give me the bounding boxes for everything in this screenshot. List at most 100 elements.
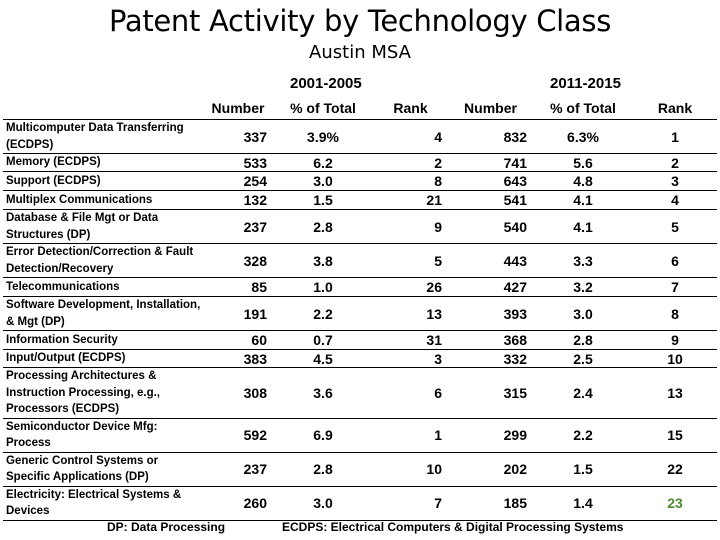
table-cell-percent-2011: 2.8 [533, 330, 633, 350]
table-cell-class: Multiplex Communications [3, 190, 203, 210]
table-cell-class: Software Development, Installation, & Mg… [3, 296, 203, 331]
table-row: Information Security 60 0.7 31 368 2.8 9 [3, 330, 717, 350]
table-cell-number-2001: 328 [203, 243, 273, 278]
table-cell-rank-2001: 1 [373, 418, 448, 453]
table-cell-number-2001: 85 [203, 277, 273, 297]
column-header-rank-2011: Rank [633, 97, 717, 120]
table-cell-rank-2011: 5 [633, 209, 717, 244]
table-cell-percent-2001: 6.2 [273, 153, 373, 172]
table-row: Software Development, Installation, & Mg… [3, 296, 717, 331]
footnote-dp: DP: Data Processing [107, 520, 226, 534]
table-cell-number-2011: 832 [448, 119, 533, 154]
table-row: Semiconductor Device Mfg: Process 592 6.9 1… [3, 418, 717, 453]
table-cell-class: Support (ECDPS) [3, 171, 203, 191]
table-cell-percent-2011: 3.2 [533, 277, 633, 297]
table-cell-rank-2001: 5 [373, 243, 448, 278]
table-cell-number-2011: 540 [448, 209, 533, 244]
table-cell-percent-2001: 3.0 [273, 171, 373, 191]
table-row: Database & File Mgt or Data Structures (… [3, 209, 717, 244]
patent-table: Number % of Total Rank Number % of Total… [3, 97, 717, 521]
table-cell-rank-2001: 2 [373, 153, 448, 172]
table-cell-class: Semiconductor Device Mfg: Process [3, 418, 203, 453]
table-row: Multicomputer Data Transferring (ECDPS) 3… [3, 119, 717, 154]
column-header-number-2011: Number [448, 97, 533, 120]
table-cell-number-2001: 592 [203, 418, 273, 453]
column-header-percent-2011: % of Total [533, 97, 633, 120]
table-cell-rank-2011: 3 [633, 171, 717, 191]
table-cell-rank-2011: 15 [633, 418, 717, 453]
table-cell-class: Input/Output (ECDPS) [3, 349, 203, 368]
table-cell-class: Information Security [3, 330, 203, 350]
table-cell-number-2001: 308 [203, 367, 273, 419]
table-cell-number-2001: 191 [203, 296, 273, 331]
table-cell-rank-2011: 9 [633, 330, 717, 350]
table-cell-percent-2001: 2.8 [273, 452, 373, 487]
table-cell-class: Generic Control Systems or Specific Appl… [3, 452, 203, 487]
table-cell-rank-2001: 8 [373, 171, 448, 191]
table-row: Generic Control Systems or Specific Appl… [3, 452, 717, 487]
table-cell-number-2011: 741 [448, 153, 533, 172]
table-cell-rank-2001: 6 [373, 367, 448, 419]
table-cell-percent-2001: 4.5 [273, 349, 373, 368]
table-cell-class: Processing Architectures & Instruction P… [3, 367, 203, 419]
table-cell-number-2001: 337 [203, 119, 273, 154]
column-header-percent-2001: % of Total [273, 97, 373, 120]
table-cell-rank-2011: 4 [633, 190, 717, 210]
table-cell-class: Telecommunications [3, 277, 203, 297]
table-cell-number-2011: 443 [448, 243, 533, 278]
table-cell-rank-2001: 4 [373, 119, 448, 154]
table-cell-class: Electricity: Electrical Systems & Device… [3, 486, 203, 521]
table-cell-percent-2011: 6.3% [533, 119, 633, 154]
table-cell-rank-2011: 8 [633, 296, 717, 331]
column-header-row: Number % of Total Rank Number % of Total… [3, 97, 717, 120]
table-cell-number-2001: 237 [203, 452, 273, 487]
table-cell-rank-2011: 7 [633, 277, 717, 297]
table-body: Multicomputer Data Transferring (ECDPS) 3… [3, 119, 717, 521]
table-row: Telecommunications 85 1.0 26 427 3.2 7 [3, 277, 717, 297]
table-cell-number-2011: 643 [448, 171, 533, 191]
table-cell-rank-2001: 21 [373, 190, 448, 210]
table-cell-number-2011: 299 [448, 418, 533, 453]
table-cell-class: Error Detection/Correction & Fault Detec… [3, 243, 203, 278]
table-row: Memory (ECDPS) 533 6.2 2 741 5.6 2 [3, 153, 717, 172]
table-cell-number-2011: 368 [448, 330, 533, 350]
table-row: Processing Architectures & Instruction P… [3, 367, 717, 419]
table-cell-rank-2011: 23 [633, 486, 717, 521]
table-cell-percent-2001: 3.8 [273, 243, 373, 278]
column-header-class [3, 97, 203, 120]
table-cell-percent-2011: 4.1 [533, 209, 633, 244]
table-cell-rank-2011: 10 [633, 349, 717, 368]
table-cell-number-2011: 393 [448, 296, 533, 331]
table-cell-rank-2011: 22 [633, 452, 717, 487]
table-cell-number-2011: 332 [448, 349, 533, 368]
table-cell-rank-2001: 13 [373, 296, 448, 331]
table-cell-number-2001: 132 [203, 190, 273, 210]
table-cell-rank-2011: 2 [633, 153, 717, 172]
table-cell-rank-2001: 10 [373, 452, 448, 487]
table-cell-class: Memory (ECDPS) [3, 153, 203, 172]
table-cell-rank-2001: 3 [373, 349, 448, 368]
table-cell-percent-2011: 2.4 [533, 367, 633, 419]
table-cell-number-2011: 427 [448, 277, 533, 297]
column-header-number-2001: Number [203, 97, 273, 120]
table-cell-number-2011: 202 [448, 452, 533, 487]
period-header-2001-2005: 2001-2005 [290, 75, 362, 92]
table-cell-number-2001: 383 [203, 349, 273, 368]
table-row: Support (ECDPS) 254 3.0 8 643 4.8 3 [3, 171, 717, 191]
table-cell-percent-2001: 3.9% [273, 119, 373, 154]
table-cell-percent-2011: 3.3 [533, 243, 633, 278]
table-cell-number-2011: 315 [448, 367, 533, 419]
table-cell-rank-2001: 7 [373, 486, 448, 521]
table-row: Input/Output (ECDPS) 383 4.5 3 332 2.5 10 [3, 349, 717, 368]
table-cell-percent-2001: 3.0 [273, 486, 373, 521]
table-cell-class: Database & File Mgt or Data Structures (… [3, 209, 203, 244]
table-cell-rank-2001: 31 [373, 330, 448, 350]
table-cell-percent-2011: 1.5 [533, 452, 633, 487]
table-row: Multiplex Communications 132 1.5 21 541 4.1 4 [3, 190, 717, 210]
table-cell-percent-2011: 4.1 [533, 190, 633, 210]
table-cell-percent-2011: 1.4 [533, 486, 633, 521]
table-cell-number-2011: 185 [448, 486, 533, 521]
table-cell-number-2001: 237 [203, 209, 273, 244]
table-cell-percent-2001: 0.7 [273, 330, 373, 350]
footnote-ecdps: ECDPS: Electrical Computers & Digital Pr… [282, 520, 624, 534]
